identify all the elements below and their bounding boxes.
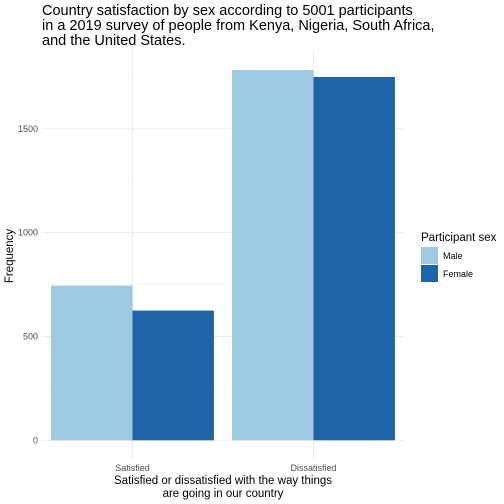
chart-title-line-1: Country satisfaction by sex according to… bbox=[42, 3, 413, 19]
chart-title-line-3: and the United States. bbox=[42, 33, 186, 49]
legend-label-male: Male bbox=[443, 251, 463, 261]
x-tick-label-satisfied: Satisfied bbox=[115, 463, 150, 473]
y-tick-label-0: 0 bbox=[33, 435, 38, 445]
y-tick-label-3: 1500 bbox=[18, 124, 38, 134]
bar-dissatisfied-female bbox=[313, 76, 395, 441]
bar-satisfied-male bbox=[51, 285, 133, 441]
bars bbox=[51, 70, 395, 441]
legend-swatch-female bbox=[421, 265, 438, 282]
x-axis-title-line-1: Satisfied or dissatisfied with the way t… bbox=[114, 475, 332, 487]
legend-label-female: Female bbox=[443, 269, 473, 279]
y-axis-title: Frequency bbox=[4, 229, 16, 284]
x-axis-title-line-2: are going in our country bbox=[163, 488, 284, 500]
chart-title-line-2: in a 2019 survey of people from Kenya, N… bbox=[42, 18, 435, 34]
bar-dissatisfied-male bbox=[232, 70, 314, 441]
legend-title: Participant sex bbox=[421, 232, 497, 244]
bar-satisfied-female bbox=[132, 310, 214, 441]
legend: Participant sex Male Female bbox=[421, 232, 497, 282]
y-tick-label-2: 1000 bbox=[18, 228, 38, 238]
x-axis-ticks: Satisfied Dissatisfied bbox=[115, 463, 336, 473]
legend-swatch-male bbox=[421, 247, 438, 264]
x-tick-label-dissatisfied: Dissatisfied bbox=[290, 463, 336, 473]
y-axis-ticks: 0 500 1000 1500 bbox=[18, 124, 38, 445]
y-tick-label-1: 500 bbox=[23, 331, 38, 341]
